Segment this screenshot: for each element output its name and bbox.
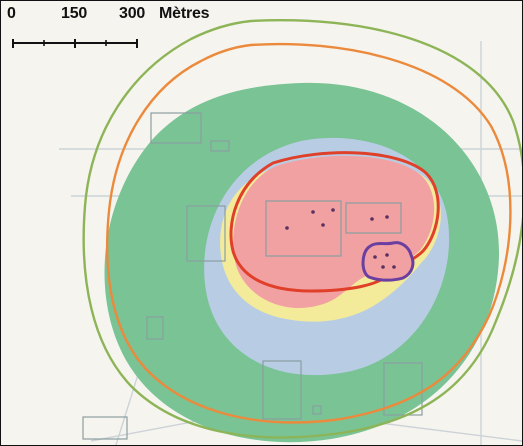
- building: [186, 205, 226, 262]
- building: [210, 140, 230, 152]
- scale-label-0: 0: [7, 5, 16, 22]
- green-contour: [82, 19, 522, 439]
- point: [331, 208, 335, 212]
- building-outlines: [82, 112, 423, 440]
- building: [146, 316, 164, 340]
- scale-bar-graphic: [12, 39, 138, 48]
- orange-contour: [105, 42, 512, 424]
- point: [370, 217, 374, 221]
- point: [385, 215, 389, 219]
- building: [383, 362, 423, 416]
- point: [285, 226, 289, 230]
- point: [381, 265, 385, 269]
- scale-unit: Mètres: [159, 5, 210, 22]
- building: [150, 112, 202, 144]
- source-points: [285, 208, 396, 269]
- point: [373, 255, 377, 259]
- scale-bar: 0 150 300 Mètres: [7, 5, 217, 65]
- building: [262, 360, 302, 420]
- point: [321, 223, 325, 227]
- scale-label-150: 150: [61, 5, 88, 22]
- scale-label-300: 300: [119, 5, 146, 22]
- point: [392, 265, 396, 269]
- pink-zone: [233, 155, 435, 308]
- purple-contour: [361, 241, 415, 282]
- building: [265, 200, 342, 257]
- building: [312, 405, 322, 415]
- point: [385, 253, 389, 257]
- building: [82, 416, 128, 440]
- building: [345, 202, 402, 234]
- point: [311, 210, 315, 214]
